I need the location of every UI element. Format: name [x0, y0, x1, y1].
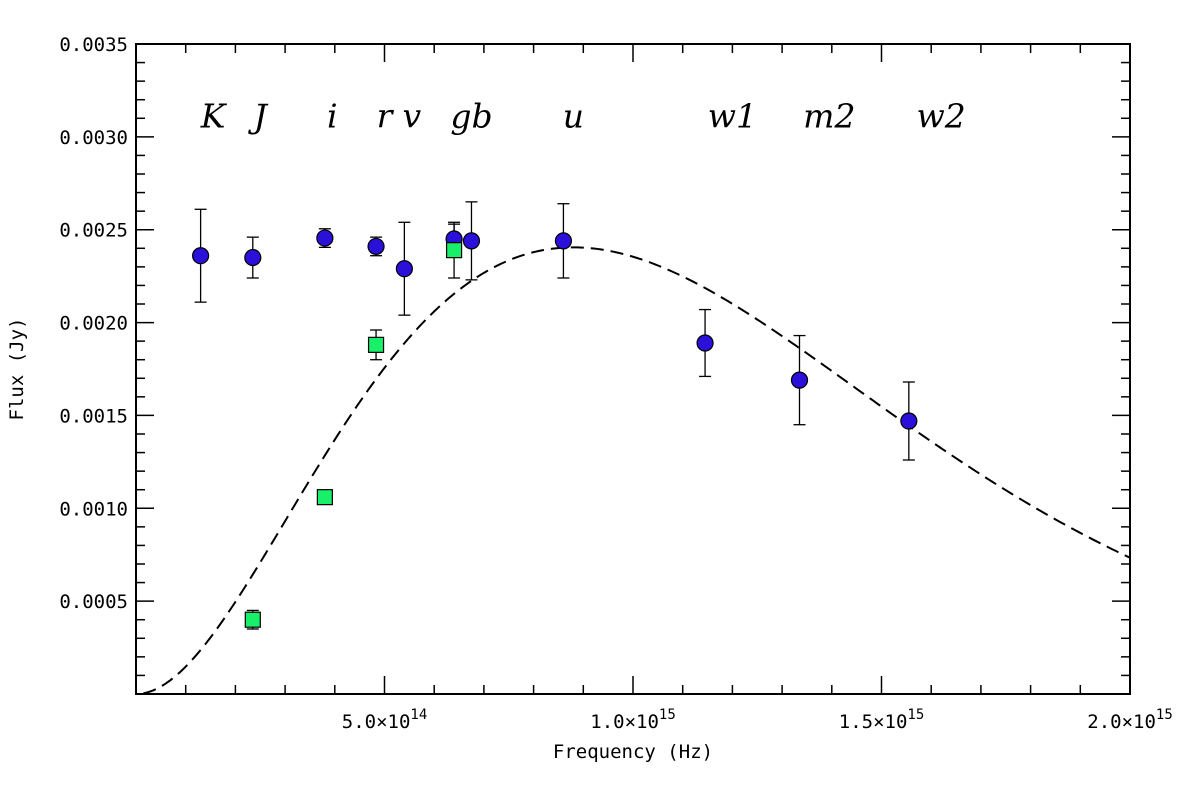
- band-label: w2: [917, 97, 966, 136]
- circle-data-point: [790, 371, 809, 389]
- y-axis-title: Flux (Jy): [6, 318, 28, 421]
- model-curve: [143, 246, 1131, 695]
- tick-marks-group: [136, 43, 1131, 694]
- circle-data-point: [244, 248, 262, 267]
- band-label: w1: [708, 97, 757, 136]
- band-label: gb: [450, 97, 492, 136]
- x-tick-label: 1.5×1015: [839, 707, 925, 733]
- band-label: J: [248, 97, 269, 136]
- data-points-group: [192, 229, 918, 628]
- band-label: K: [200, 97, 228, 136]
- square-data-point: [367, 336, 385, 353]
- y-tick-label: 0.0025: [59, 220, 128, 242]
- square-data-point: [316, 489, 333, 506]
- plot-frame: [135, 43, 1131, 695]
- circle-data-point: [367, 237, 385, 256]
- x-tick-label: 1.0×1015: [590, 707, 676, 733]
- y-tick-label: 0.0010: [59, 498, 128, 520]
- y-tick-label: 0.0020: [59, 313, 128, 335]
- band-label: v: [403, 97, 422, 136]
- circle-data-point: [395, 260, 413, 278]
- y-tick-label: 0.0005: [59, 591, 128, 613]
- x-tick-label: 2.0×1015: [1087, 707, 1173, 733]
- square-data-point: [445, 242, 463, 259]
- square-data-point: [244, 611, 261, 628]
- circle-data-point: [192, 247, 210, 265]
- circle-data-point: [316, 229, 334, 247]
- band-label: u: [563, 97, 584, 136]
- plot-frame-group: [135, 43, 1131, 695]
- y-tick-label: 0.0030: [59, 127, 128, 149]
- band-label: m2: [803, 97, 855, 136]
- model-curve-group: [143, 246, 1131, 695]
- circle-data-point: [696, 334, 714, 352]
- circle-data-point: [900, 412, 918, 430]
- y-tick-label: 0.0015: [59, 405, 128, 427]
- circle-data-point: [462, 232, 481, 250]
- x-axis-title: Frequency (Hz): [553, 741, 713, 763]
- band-label: i: [327, 97, 338, 136]
- circle-data-point: [554, 232, 573, 250]
- y-tick-label: 0.0035: [59, 34, 128, 56]
- tick-labels-group: 0.0005 0.0010 0.0015 0.0020 0.0025 0.0030 0.00…: [59, 34, 1172, 733]
- error-bars-group: [194, 201, 915, 630]
- band-label: r: [377, 97, 395, 136]
- x-tick-label: 5.0×1014: [342, 707, 428, 733]
